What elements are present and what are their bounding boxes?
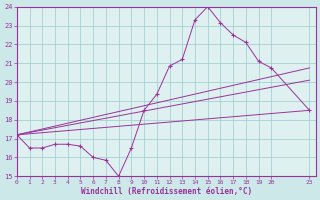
X-axis label: Windchill (Refroidissement éolien,°C): Windchill (Refroidissement éolien,°C) (81, 187, 252, 196)
